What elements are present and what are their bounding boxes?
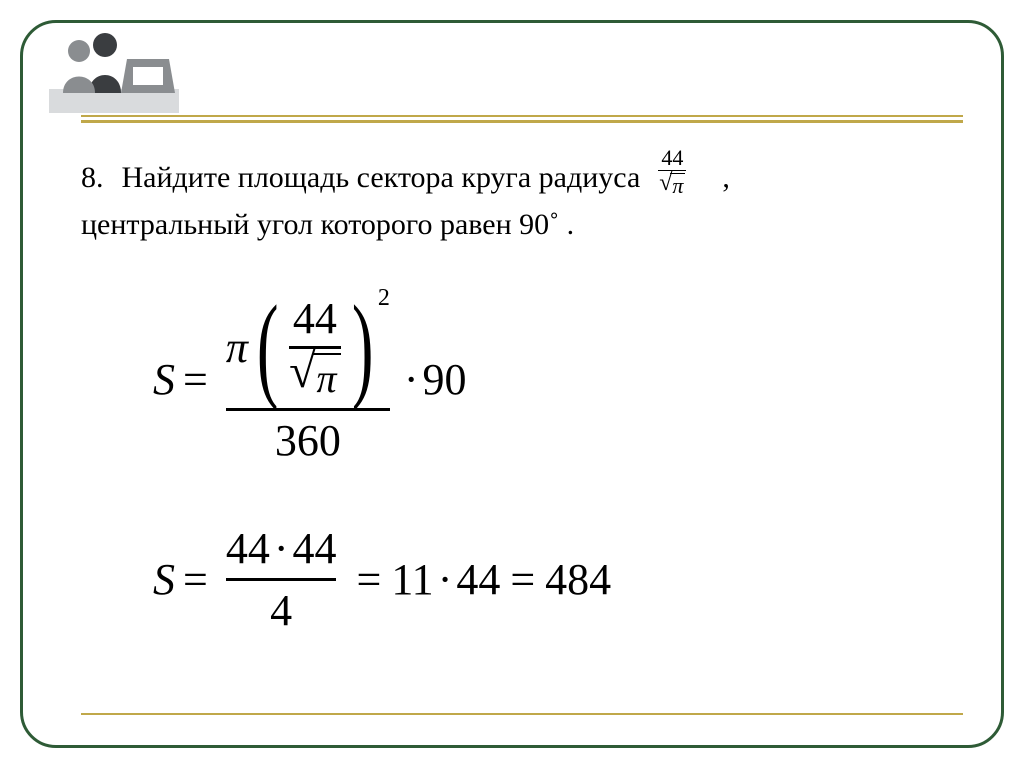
eq2-equals3: = [500, 554, 545, 605]
sqrt-pi-icon: √ π [659, 173, 685, 197]
divider-bottom [81, 713, 963, 715]
slide-frame: 8. Найдите площадь сектора круга радиуса… [20, 20, 1004, 748]
radius-fraction: 44 √ π [658, 147, 686, 197]
problem-text: 8. Найдите площадь сектора круга радиуса… [81, 153, 951, 247]
eq1-dot: · [400, 354, 423, 405]
eq2-equals2: = [346, 554, 391, 605]
eq2-equals: = [175, 554, 216, 605]
eq1-pi: π [226, 322, 248, 373]
eq1-equals: = [175, 354, 216, 405]
eq1-lhs: S [153, 354, 175, 405]
eq1-mult: 90 [423, 354, 467, 405]
divider-top [81, 115, 963, 117]
problem-line1: Найдите площадь сектора круга радиуса [122, 156, 641, 200]
eq2-fraction: 44·44 4 [226, 523, 337, 636]
equation-1: S = π ( 44 √ π ) 2 360 · 90 [153, 293, 467, 466]
eq1-main-fraction: π ( 44 √ π ) 2 360 [226, 293, 390, 466]
radius-numerator: 44 [658, 147, 686, 170]
eq2-lhs: S [153, 554, 175, 605]
eq2-result: 484 [545, 554, 611, 605]
eq1-denom: 360 [275, 411, 341, 466]
divider-mid [81, 120, 963, 123]
problem-number: 8. [81, 156, 104, 200]
comma: , [722, 156, 730, 200]
eq1-exponent: 2 [378, 285, 390, 312]
problem-line2: центральный угол которого равен 90˚ . [81, 203, 951, 247]
equation-2: S = 44·44 4 = 11 · 44 = 484 [153, 523, 611, 636]
eq1-inner-fraction: 44 √ π [289, 293, 340, 402]
right-paren-icon: ) [351, 303, 373, 392]
left-paren-icon: ( [257, 303, 279, 392]
people-icon [49, 21, 179, 113]
